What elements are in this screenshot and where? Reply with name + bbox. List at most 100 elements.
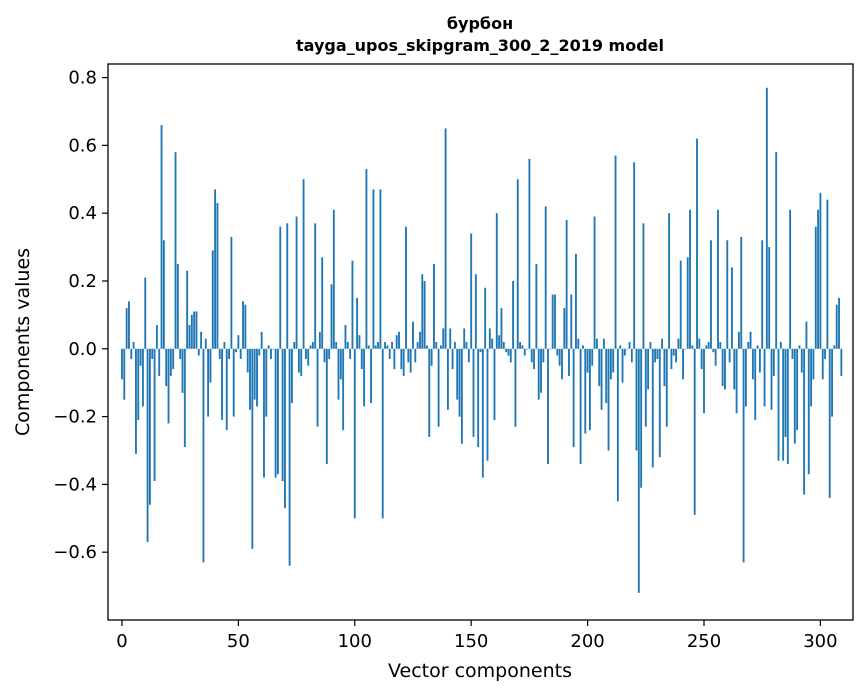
- bar: [719, 342, 722, 349]
- bar: [565, 219, 568, 349]
- bar: [544, 206, 547, 349]
- bar: [433, 264, 435, 349]
- bar: [190, 314, 193, 349]
- bar: [251, 348, 254, 549]
- bar: [488, 328, 491, 349]
- bar: [295, 216, 298, 349]
- bar: [232, 348, 235, 417]
- bar: [791, 348, 794, 359]
- bar: [223, 342, 226, 349]
- x-tick-label: 300: [803, 631, 837, 652]
- bar: [316, 348, 319, 427]
- bar: [183, 348, 186, 448]
- bar: [530, 348, 533, 363]
- bar: [300, 348, 303, 376]
- bar: [416, 342, 419, 349]
- bar: [812, 348, 815, 380]
- bar: [821, 348, 824, 380]
- bar: [214, 189, 217, 349]
- bar: [737, 331, 740, 349]
- bar: [141, 348, 144, 407]
- bar: [768, 247, 771, 349]
- bar: [777, 348, 780, 461]
- bar: [409, 348, 412, 373]
- bar: [761, 240, 764, 349]
- bar: [242, 301, 244, 349]
- bar: [507, 348, 510, 356]
- bar: [540, 348, 542, 393]
- bar: [519, 342, 522, 349]
- bar: [672, 348, 675, 356]
- bar: [148, 348, 151, 505]
- bar: [367, 345, 370, 349]
- bar: [817, 209, 820, 349]
- bar: [626, 348, 629, 350]
- bar: [621, 348, 624, 383]
- bar: [724, 348, 726, 390]
- bar: [495, 213, 498, 349]
- bar: [595, 338, 598, 349]
- y-tick-label: 0.4: [68, 203, 97, 224]
- bar: [328, 348, 331, 359]
- bar: [642, 223, 645, 349]
- bar: [335, 342, 338, 349]
- bar: [402, 348, 405, 376]
- bar: [593, 216, 596, 349]
- bar: [696, 138, 698, 349]
- bar: [749, 331, 752, 349]
- bar: [374, 345, 377, 349]
- bar: [703, 348, 705, 414]
- bar: [139, 348, 142, 366]
- bar: [216, 203, 219, 349]
- bar: [423, 280, 426, 349]
- bar: [514, 348, 517, 427]
- bar: [523, 348, 526, 356]
- bar: [605, 348, 608, 404]
- bar: [123, 348, 126, 400]
- bar: [470, 233, 473, 349]
- bar: [833, 345, 836, 349]
- bar: [637, 348, 640, 593]
- bar: [430, 348, 433, 366]
- bar: [824, 348, 826, 359]
- bar: [186, 270, 189, 349]
- bar: [309, 345, 312, 349]
- bar: [463, 328, 466, 349]
- bar: [572, 348, 575, 448]
- bar: [744, 348, 747, 407]
- bar: [160, 125, 163, 349]
- bar: [640, 348, 643, 488]
- bar: [786, 348, 789, 465]
- bar: [547, 348, 549, 465]
- bar: [684, 348, 687, 350]
- bar: [707, 342, 710, 349]
- bar: [346, 342, 349, 349]
- bar: [561, 348, 563, 380]
- bar: [465, 342, 468, 349]
- bar: [209, 348, 212, 383]
- bar: [691, 345, 694, 349]
- bar: [407, 348, 410, 363]
- bar: [386, 345, 389, 349]
- bar: [579, 348, 582, 465]
- bar: [169, 348, 172, 376]
- bar: [272, 348, 275, 350]
- bar: [602, 338, 605, 349]
- bar: [535, 264, 538, 349]
- bar: [582, 345, 584, 349]
- bar: [179, 348, 182, 359]
- x-tick-label: 50: [227, 631, 250, 652]
- bar: [351, 260, 354, 349]
- bar: [803, 348, 806, 495]
- bar: [474, 274, 477, 349]
- bar: [526, 348, 528, 350]
- bar: [796, 348, 799, 431]
- bar: [197, 348, 200, 356]
- bar: [635, 348, 638, 451]
- bar: [293, 342, 296, 349]
- bar: [623, 348, 626, 356]
- bar: [591, 348, 594, 366]
- bar: [323, 348, 326, 363]
- bar: [363, 348, 366, 407]
- bar: [381, 348, 384, 519]
